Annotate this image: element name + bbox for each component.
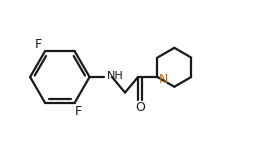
Text: F: F (75, 105, 82, 118)
Text: NH: NH (107, 71, 123, 81)
Text: N: N (159, 73, 168, 86)
Text: O: O (135, 101, 145, 114)
Text: F: F (35, 38, 42, 51)
